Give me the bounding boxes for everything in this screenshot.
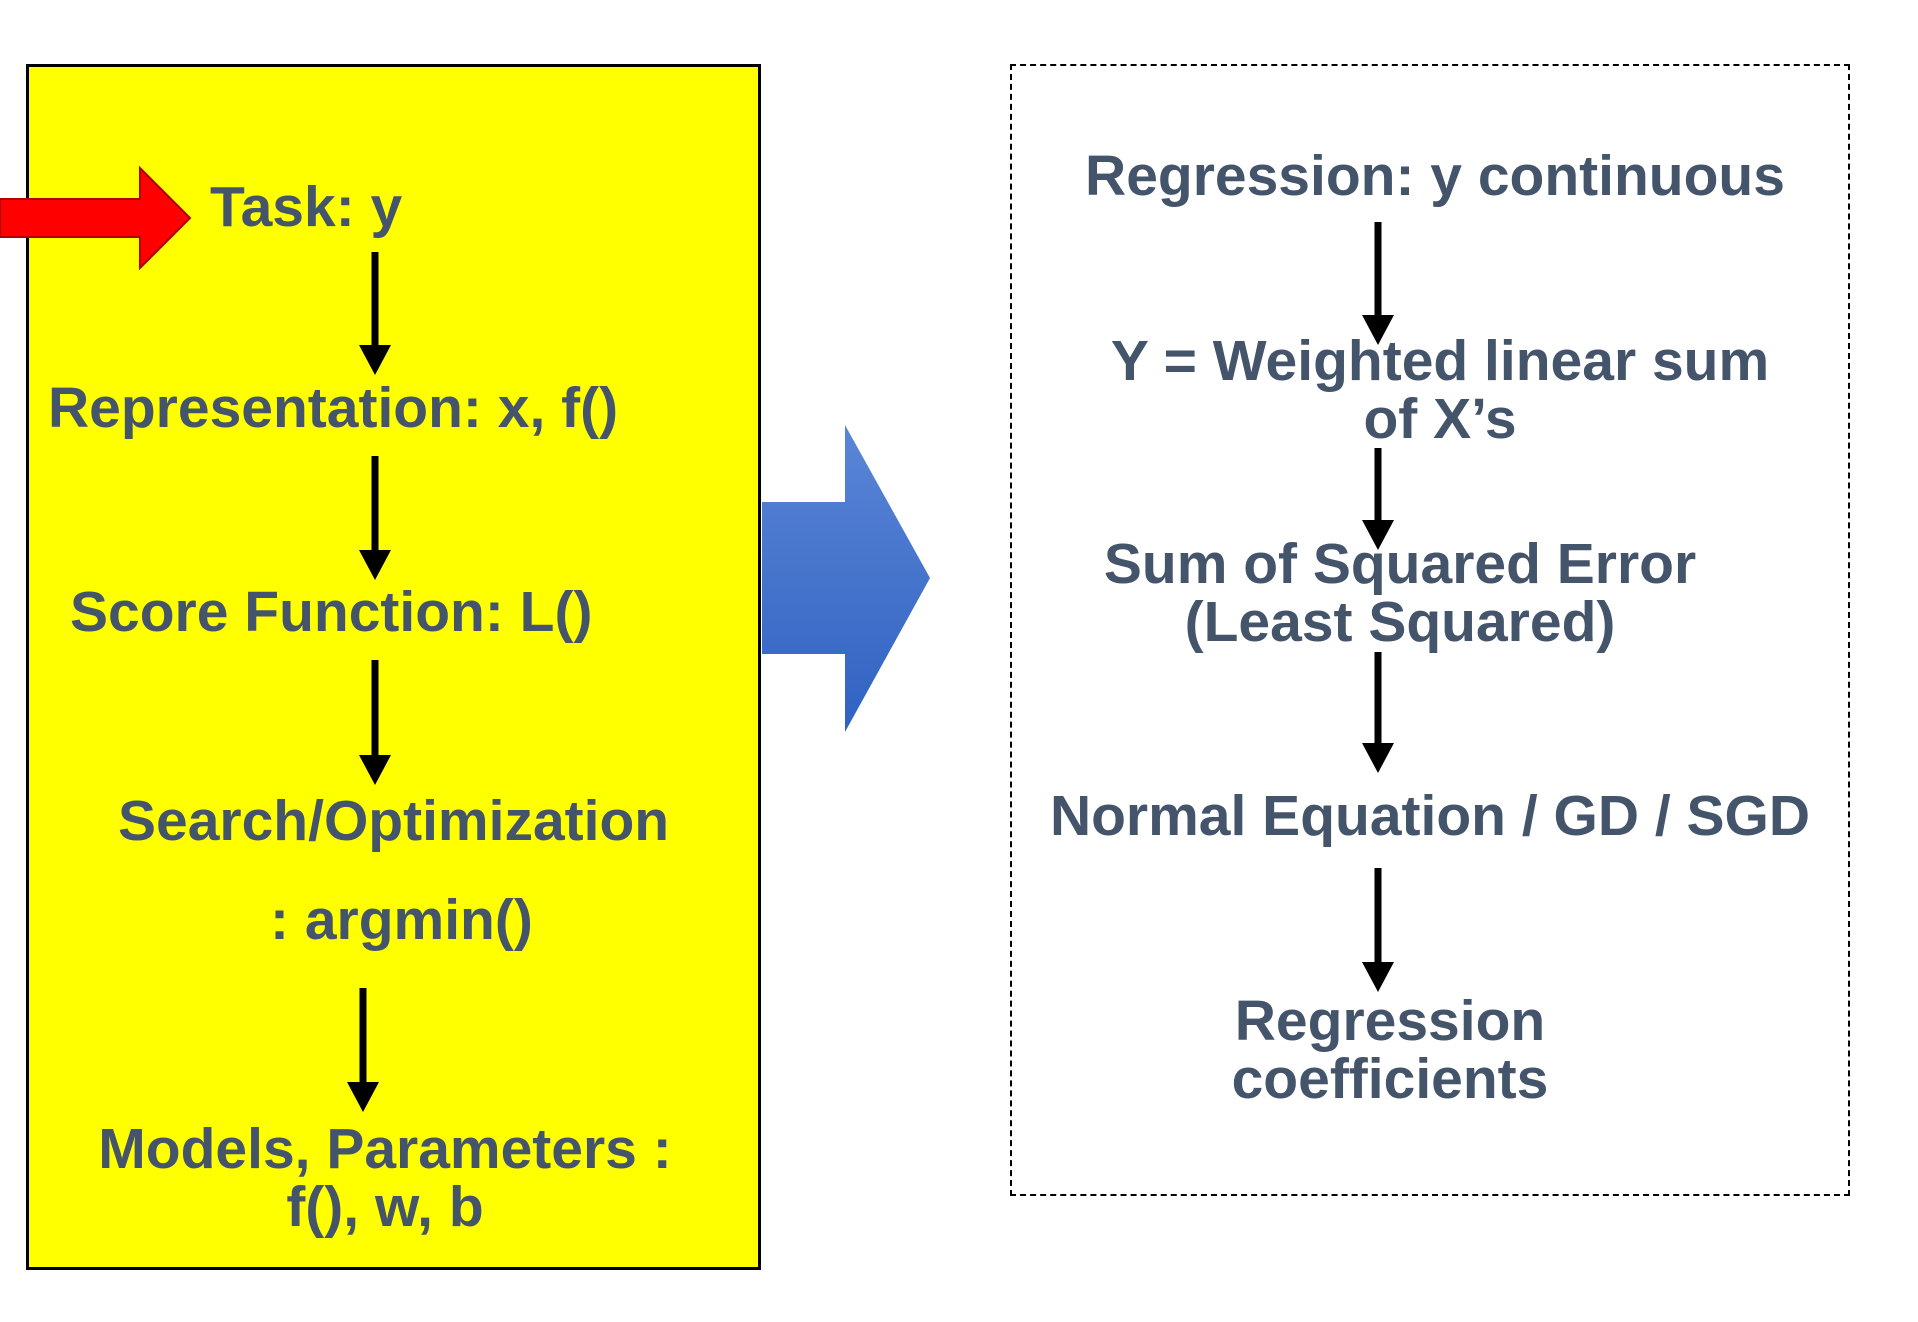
flow-arrow-weighted-sum-to-sse xyxy=(1362,448,1394,550)
normal-equation-label: Normal Equation / GD / SGD xyxy=(1049,784,1811,848)
argmin-label: : argmin() xyxy=(270,888,533,952)
representation-label: Representation: x, f() xyxy=(48,376,619,440)
input-arrow xyxy=(0,165,192,271)
score-function-label: Score Function: L() xyxy=(70,580,593,644)
flow-arrow-regression-to-weighted-sum xyxy=(1362,222,1394,345)
flow-arrow-normal-equation-to-coefficients xyxy=(1362,868,1394,992)
flow-arrow-task-to-representation xyxy=(359,252,391,375)
transition-arrow xyxy=(762,425,930,732)
flow-arrow-search-to-models xyxy=(347,988,379,1112)
search-optimization-label: Search/Optimization xyxy=(118,789,670,853)
weighted-linear-sum-label: Y = Weighted linear sum of X’s xyxy=(1110,329,1770,451)
sum-of-squared-error-label: Sum of Squared Error (Least Squared) xyxy=(1103,532,1697,654)
regression-coefficients-label: Regression coefficients xyxy=(1231,989,1549,1111)
flow-arrow-representation-to-score xyxy=(359,456,391,580)
ml-framework-box xyxy=(26,64,761,1270)
flow-arrow-sse-to-normal-equation xyxy=(1362,652,1394,773)
regression-continuous-label: Regression: y continuous xyxy=(1085,144,1785,208)
task-label: Task: y xyxy=(210,175,403,239)
regression-box xyxy=(1010,64,1850,1196)
models-parameters-label: Models, Parameters : f(), w, b xyxy=(98,1117,672,1239)
flow-arrow-score-to-search xyxy=(359,660,391,785)
